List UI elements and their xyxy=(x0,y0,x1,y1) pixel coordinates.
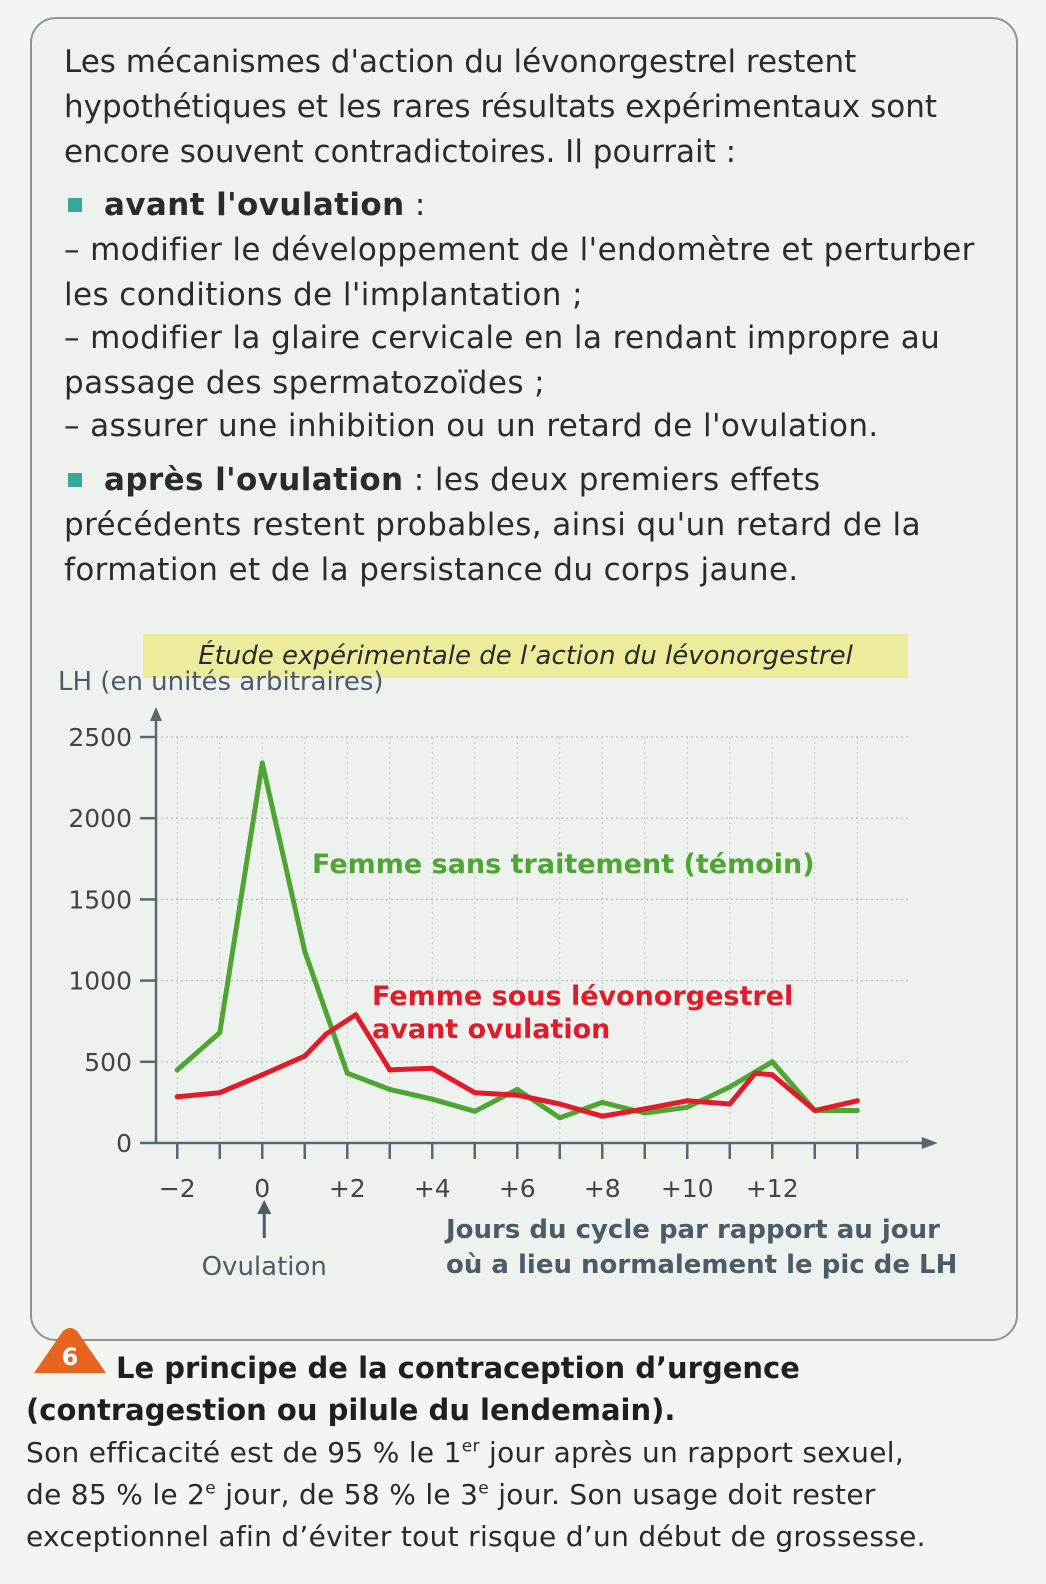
levonorgestrel-data-point xyxy=(727,1101,733,1107)
levonorgestrel-data-point xyxy=(684,1098,690,1104)
caption-line-2: de 85 % le 2e jour, de 58 % le 3e jour. … xyxy=(26,1478,876,1511)
x-tick-label: +4 xyxy=(414,1174,451,1203)
up-arrow-icon xyxy=(257,1200,272,1214)
levonorgestrel-data-point xyxy=(353,1012,359,1018)
intro-paragraph: Les mécanismes d'action du lévonorgestre… xyxy=(64,44,938,170)
x-axis-label-line-1: Jours du cycle par rapport au jour xyxy=(444,1215,940,1245)
before-heading: avant l'ovulation xyxy=(104,187,405,223)
levonorgestrel-data-point xyxy=(557,1101,563,1107)
levonorgestrel-data-point xyxy=(599,1113,605,1119)
chart-title: Étude expérimentale de l’action du lévon… xyxy=(143,634,908,678)
info-panel xyxy=(30,17,1018,1341)
lh-chart: 0 500 1000 1500 2000 2500 −2 0 +2 +4 +6 +8 +10 +12 Fem… xyxy=(58,667,957,1282)
control-series-line xyxy=(174,760,860,1121)
control-data-point xyxy=(174,1067,180,1073)
x-axis-arrow-icon xyxy=(921,1137,938,1149)
control-data-point xyxy=(642,1110,648,1116)
levonorgestrel-data-point xyxy=(429,1065,435,1071)
control-data-point xyxy=(387,1086,393,1092)
control-data-point xyxy=(302,948,308,954)
control-data-point xyxy=(259,760,265,766)
levonorgestrel-data-point xyxy=(387,1067,393,1073)
control-data-point xyxy=(472,1108,478,1114)
levonorgestrel-data-point xyxy=(812,1108,818,1114)
after-text: : les deux premiers effets précédents re… xyxy=(64,462,921,588)
control-data-point xyxy=(854,1108,860,1114)
caption-line-1: Son efficacité est de 95 % le 1er jour a… xyxy=(26,1436,905,1469)
levonorgestrel-data-point xyxy=(302,1053,308,1059)
x-tick-label: +8 xyxy=(584,1174,621,1203)
y-tick-label: 1000 xyxy=(68,967,132,996)
levonorgestrel-data-point xyxy=(259,1072,265,1078)
control-data-point xyxy=(514,1086,520,1092)
levonorgestrel-data-point xyxy=(472,1090,478,1096)
before-item-1: – modifier le développement de l'endomèt… xyxy=(64,232,975,313)
control-data-point xyxy=(344,1070,350,1076)
control-series-label: Femme sans traitement (témoin) xyxy=(312,849,815,880)
levonorgestrel-data-point xyxy=(752,1070,758,1076)
control-data-point xyxy=(727,1084,733,1090)
levonorgestrel-series-label: Femme sous lévonorgestrel xyxy=(372,981,793,1012)
control-data-point xyxy=(684,1104,690,1110)
caption-line-3: exceptionnel afin d’éviter tout risque d… xyxy=(26,1520,926,1553)
caption-title: Le principe de la contraception d’urgenc… xyxy=(26,1347,1026,1431)
before-item-2: – modifier la glaire cervicale en la ren… xyxy=(64,320,941,401)
before-heading-row: avant l'ovulation : xyxy=(64,183,994,228)
y-tick-label: 0 xyxy=(116,1129,132,1158)
y-tick-label: 1500 xyxy=(68,885,132,914)
levonorgestrel-series-label-2: avant ovulation xyxy=(372,1014,610,1045)
after-paragraph: après l'ovulation : les deux premiers ef… xyxy=(64,458,994,593)
x-tick-label: −2 xyxy=(159,1174,196,1203)
levonorgestrel-data-point xyxy=(217,1090,223,1096)
levonorgestrel-data-point xyxy=(854,1098,860,1104)
figure-number-badge: 6 xyxy=(34,1328,106,1373)
x-axis-label-line-2: où a lieu normalement le pic de LH xyxy=(446,1250,957,1280)
x-tick-label: +12 xyxy=(746,1174,799,1203)
after-heading: après l'ovulation xyxy=(104,462,404,498)
square-bullet-icon xyxy=(68,197,82,212)
x-tick-label: +6 xyxy=(499,1174,536,1203)
y-tick-label: 2500 xyxy=(68,723,132,752)
before-colon: : xyxy=(404,187,426,223)
control-data-point xyxy=(217,1030,223,1036)
x-tick-label: +2 xyxy=(329,1174,366,1203)
caption-title-line-2: (contragestion ou pilule du lendemain). xyxy=(26,1393,676,1427)
before-item-3: – assurer une inhibition ou un retard de… xyxy=(64,408,879,444)
y-tick-label: 500 xyxy=(84,1048,132,1077)
y-tick-label: 2000 xyxy=(68,804,132,833)
caption-title-line-1: Le principe de la contraception d’urgenc… xyxy=(116,1351,800,1385)
control-data-point xyxy=(599,1099,605,1105)
levonorgestrel-data-point xyxy=(642,1106,648,1112)
y-axis-arrow-icon xyxy=(150,707,162,721)
x-tick-label: +10 xyxy=(661,1174,714,1203)
levonorgestrel-data-point xyxy=(769,1072,775,1078)
caption-body: Son efficacité est de 95 % le 1er jour a… xyxy=(26,1432,1026,1558)
levonorgestrel-data-point xyxy=(174,1094,180,1100)
control-data-point xyxy=(769,1059,775,1065)
figure-number: 6 xyxy=(62,1343,79,1371)
levonorgestrel-data-point xyxy=(323,1031,329,1037)
control-data-point xyxy=(429,1096,435,1102)
ovulation-label: Ovulation xyxy=(202,1252,327,1282)
control-data-point xyxy=(557,1115,563,1121)
y-axis-label: LH (en unités arbitraires) xyxy=(58,667,384,697)
levonorgestrel-data-point xyxy=(514,1092,520,1098)
x-tick-label: 0 xyxy=(254,1174,270,1203)
square-bullet-icon xyxy=(68,472,82,487)
